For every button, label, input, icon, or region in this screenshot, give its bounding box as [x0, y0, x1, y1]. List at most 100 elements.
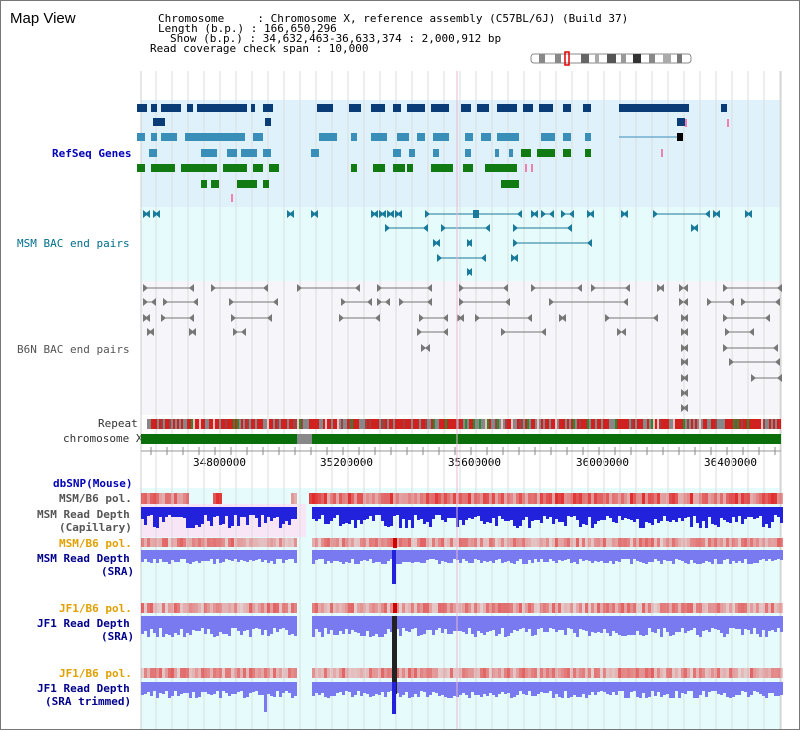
pol-mark: [381, 668, 384, 678]
pol-mark: [282, 603, 285, 613]
depth-bar: [426, 616, 429, 630]
repeat-mark: [301, 419, 303, 429]
gene-segment: [721, 104, 727, 112]
depth-bar: [555, 507, 558, 519]
depth-bar: [411, 616, 414, 629]
track-label-msm-bac[interactable]: MSM BAC end pairs: [17, 237, 130, 250]
pol-mark: [291, 493, 294, 504]
b6n-bac-pair-end: [443, 314, 448, 322]
pol-mark: [687, 538, 690, 547]
depth-bar: [150, 682, 153, 696]
repeat-mark: [347, 419, 349, 429]
pol-mark: [348, 668, 351, 678]
pol-mark: [654, 668, 657, 678]
track-label-msm-b6-pol-1[interactable]: MSM/B6 pol.: [59, 492, 132, 505]
depth-bar: [375, 507, 378, 515]
track-label-dbsnp[interactable]: dbSNP(Mouse): [53, 477, 133, 490]
repeat-mark: [763, 419, 765, 429]
pol-mark: [324, 603, 327, 613]
track-label-msm-b6-pol-2[interactable]: MSM/B6 pol.: [59, 537, 132, 550]
depth-bar: [498, 616, 501, 634]
depth-bar: [483, 507, 486, 524]
depth-bar: [678, 682, 681, 698]
depth-bar: [222, 507, 225, 524]
depth-bar: [438, 616, 441, 628]
pol-mark: [351, 668, 354, 678]
pol-mark: [591, 493, 594, 504]
pol-mark: [369, 493, 372, 504]
depth-bar: [699, 682, 702, 695]
depth-bar: [672, 682, 675, 698]
pol-mark: [273, 668, 276, 678]
pol-mark: [618, 603, 621, 613]
track-label-jf1-b6-pol-1[interactable]: JF1/B6 pol.: [59, 602, 132, 615]
depth-bar: [552, 682, 555, 698]
depth-bar: [459, 550, 462, 563]
pol-mark: [630, 668, 633, 678]
msm-bac-pair-end: [467, 239, 472, 247]
depth-bar: [267, 682, 270, 694]
track-label-jf1-read-depth-trimmed[interactable]: JF1 Read Depth: [37, 682, 130, 695]
pol-mark: [675, 493, 678, 504]
depth-bar: [168, 616, 171, 635]
track-label-msm-read-depth-capillary[interactable]: MSM Read Depth: [37, 508, 130, 521]
depth-bar: [360, 682, 363, 696]
depth-bar: [225, 507, 228, 516]
repeat-mark: [403, 419, 405, 429]
depth-bar: [384, 507, 387, 526]
depth-bar: [396, 550, 399, 564]
pol-mark: [672, 538, 675, 547]
gene-segment: [407, 164, 413, 172]
depth-bar: [696, 682, 699, 698]
pol-mark: [243, 538, 246, 547]
chromosome-ideogram[interactable]: [529, 51, 697, 67]
repeat-mark: [655, 419, 657, 429]
b6n-bac-pair-end: [211, 284, 216, 292]
pol-mark: [507, 668, 510, 678]
msm-bac-pair-end: [437, 254, 442, 262]
depth-bar: [420, 682, 423, 691]
track-label-b6n-bac[interactable]: B6N BAC end pairs: [17, 343, 130, 356]
pol-mark: [549, 493, 552, 504]
msm-bac-pair-end: [517, 210, 522, 218]
depth-bar: [273, 682, 276, 697]
pol-mark: [474, 493, 477, 504]
refseq-gene-features: [137, 104, 729, 202]
b6n-bac-pair-end: [427, 298, 432, 306]
pol-mark: [513, 493, 516, 504]
pol-mark: [477, 538, 480, 547]
depth-bar: [363, 616, 366, 636]
depth-bar: [285, 507, 288, 521]
pol-mark: [657, 538, 660, 547]
pol-mark: [465, 493, 468, 504]
depth-bar: [408, 550, 411, 562]
depth-bar: [651, 550, 654, 562]
b6n-bac-pair-end: [231, 314, 236, 322]
depth-bar: [219, 507, 222, 525]
depth-bar: [597, 507, 600, 521]
b6n-bac-pair-end: [267, 314, 272, 322]
track-label-repeat[interactable]: Repeat: [98, 417, 138, 430]
pol-mark: [588, 603, 591, 613]
repeat-mark: [261, 419, 263, 429]
track-label-refseq[interactable]: RefSeq Genes: [52, 147, 132, 160]
track-label-jf1-read-depth-sra[interactable]: JF1 Read Depth: [37, 617, 130, 630]
repeat-mark: [419, 419, 421, 429]
depth-bar: [618, 507, 621, 516]
track-label-msm-read-depth-sra[interactable]: MSM Read Depth: [37, 552, 130, 565]
depth-bar: [249, 550, 252, 560]
depth-bar: [591, 507, 594, 528]
depth-bar: [474, 550, 477, 559]
track-label-jf1-b6-pol-2[interactable]: JF1/B6 pol.: [59, 667, 132, 680]
depth-bar: [699, 616, 702, 637]
depth-bar: [240, 682, 243, 691]
pol-mark: [180, 603, 183, 613]
pol-mark: [183, 603, 186, 613]
pol-mark: [537, 668, 540, 678]
depth-bar: [780, 550, 783, 560]
repeat-mark: [515, 419, 517, 429]
b6n-bac-pair-end: [273, 298, 278, 306]
repeat-mark: [561, 419, 563, 429]
pol-mark: [414, 538, 417, 547]
pol-mark: [498, 668, 501, 678]
